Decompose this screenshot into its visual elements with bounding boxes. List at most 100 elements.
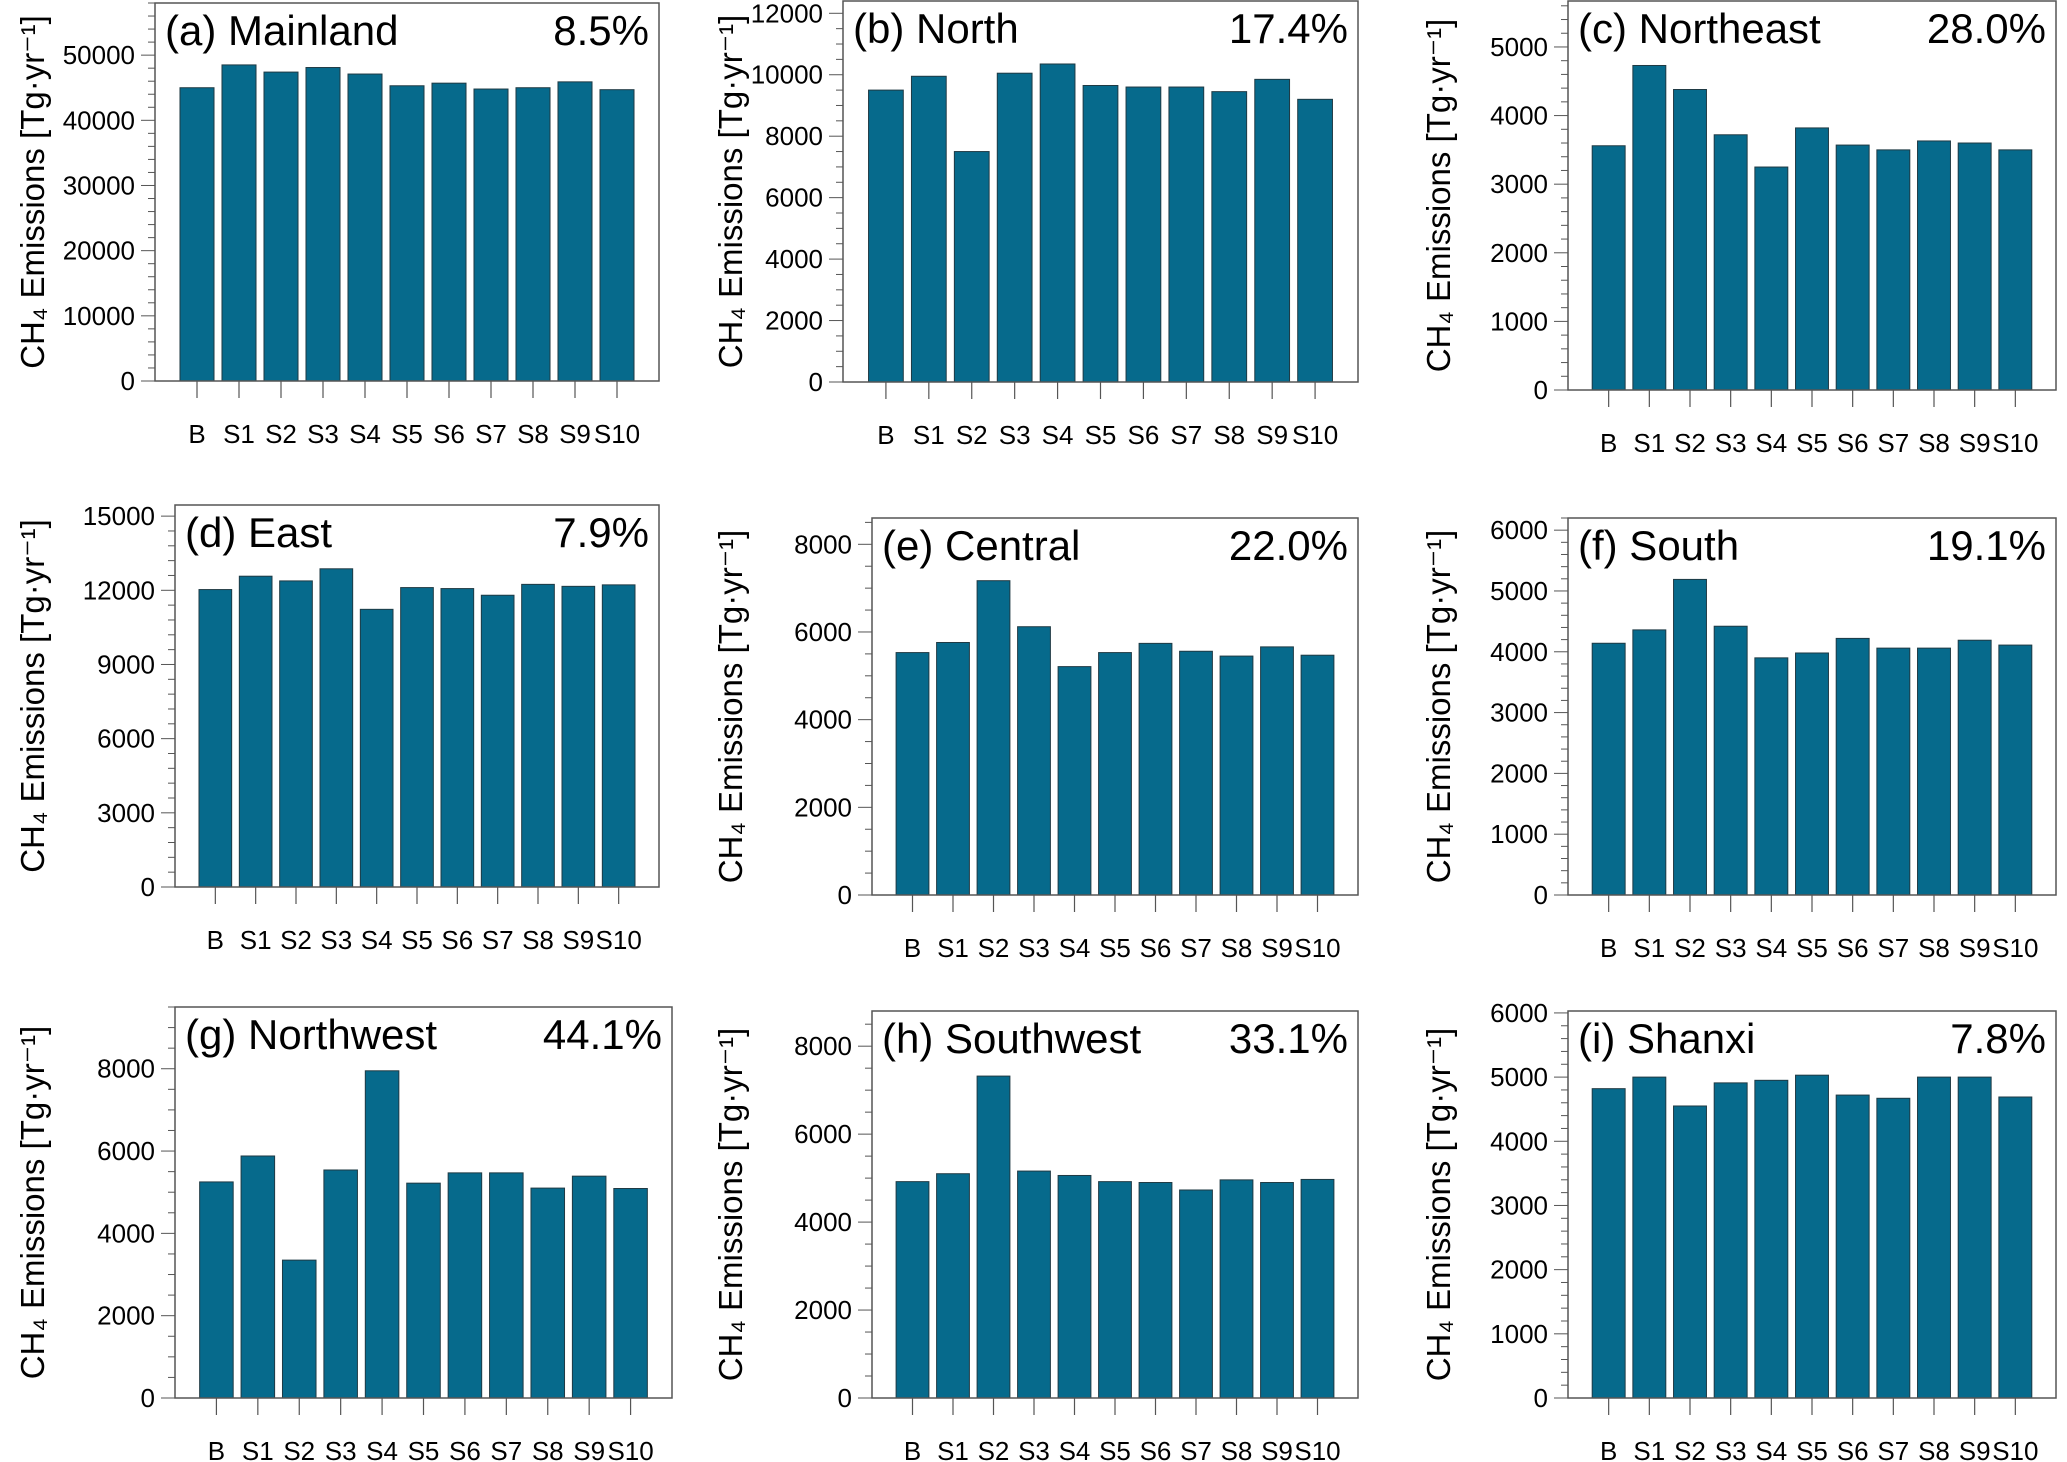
bar-S10 <box>599 89 635 382</box>
bar-B <box>1591 145 1626 391</box>
y-tick-label: 8000 <box>765 121 823 151</box>
plot-frame <box>174 1006 673 1399</box>
bar-S1 <box>1632 629 1667 896</box>
y-axis-label: CH₄ Emissions [Tg·yr⁻¹] <box>712 1028 749 1382</box>
x-tick-label: S7 <box>1877 933 1909 963</box>
y-tick-label: 5000 <box>1490 1062 1548 1092</box>
y-tick-label: 4000 <box>1490 101 1548 131</box>
bar-B <box>198 589 233 888</box>
panel-title: (h) Southwest <box>882 1015 1141 1062</box>
x-tick-label: S4 <box>361 925 393 955</box>
panel-percentage: 8.5% <box>553 7 649 54</box>
y-tick-label: 5000 <box>1490 32 1548 62</box>
y-tick-label: 2000 <box>1490 758 1548 788</box>
bar-S8 <box>1917 647 1951 896</box>
y-tick-label: 30000 <box>63 170 135 200</box>
x-tick-label: S2 <box>265 419 297 449</box>
panel-percentage: 44.1% <box>543 1011 662 1058</box>
x-tick-label: S3 <box>1018 933 1050 963</box>
y-tick-label: 2000 <box>794 1295 852 1325</box>
x-tick-label: S4 <box>1755 1436 1787 1462</box>
panel-title: (a) Mainland <box>165 7 398 54</box>
bar-S9 <box>1260 1182 1294 1399</box>
bar-S3 <box>305 67 341 382</box>
x-tick-label: S5 <box>1796 428 1828 458</box>
panel-percentage: 33.1% <box>1229 1015 1348 1062</box>
bar-S3 <box>319 568 354 888</box>
bar-S8 <box>1219 1179 1254 1399</box>
y-tick-label: 50000 <box>63 40 135 70</box>
x-tick-label: S5 <box>1099 933 1131 963</box>
y-tick-label: 2000 <box>765 306 823 336</box>
x-tick-label: B <box>904 933 921 963</box>
x-tick-label: S5 <box>401 925 433 955</box>
y-tick-label: 10000 <box>63 301 135 331</box>
y-tick-label: 0 <box>1534 375 1548 405</box>
plot-frame <box>1567 1010 2057 1399</box>
x-tick-label: S8 <box>1918 933 1950 963</box>
plot-frame <box>154 2 660 382</box>
x-tick-label: S1 <box>913 420 945 450</box>
bar-S6 <box>1138 1182 1173 1399</box>
bar-S10 <box>1998 644 2033 896</box>
bar-S8 <box>530 1187 566 1399</box>
x-tick-label: S7 <box>1180 1436 1212 1462</box>
y-tick-label: 4000 <box>794 1207 852 1237</box>
y-tick-label: 0 <box>141 1383 155 1413</box>
bar-S7 <box>480 594 515 888</box>
bar-S6 <box>1835 144 1870 391</box>
bar-S7 <box>1876 647 1911 896</box>
y-tick-label: 10000 <box>751 60 823 90</box>
panel-percentage: 19.1% <box>1927 522 2046 569</box>
panel-h: B S1 S2 S3 S4 S5 S6 S7 S8 S9 S10 0 2000 4000 6000 8000 C… <box>712 1010 1359 1462</box>
panel-percentage: 7.9% <box>553 509 649 556</box>
x-tick-label: B <box>188 419 205 449</box>
x-tick-label: S2 <box>1674 428 1706 458</box>
panel-percentage: 7.8% <box>1950 1015 2046 1062</box>
panel-percentage: 28.0% <box>1927 5 2046 52</box>
bar-S10 <box>1300 654 1335 896</box>
y-tick-label: 5000 <box>1490 576 1548 606</box>
y-tick-label: 4000 <box>1490 637 1548 667</box>
y-axis-label: CH₄ Emissions [Tg·yr⁻¹] <box>712 15 749 369</box>
bar-S8 <box>1917 1076 1951 1399</box>
bar-B <box>895 1181 930 1399</box>
x-tick-label: S7 <box>475 419 507 449</box>
bar-S6 <box>1125 86 1162 383</box>
bar-S5 <box>1795 127 1829 391</box>
x-tick-label: S7 <box>1877 1436 1909 1462</box>
plot-frame <box>842 0 1359 383</box>
y-tick-label: 15000 <box>83 501 155 531</box>
bar-S7 <box>1876 149 1911 391</box>
x-tick-label: S8 <box>532 1436 564 1462</box>
y-tick-label: 2000 <box>1490 238 1548 268</box>
y-tick-label: 3000 <box>1490 169 1548 199</box>
x-tick-label: S8 <box>1918 428 1950 458</box>
plot-frame <box>871 1010 1359 1399</box>
y-tick-label: 8000 <box>97 1054 155 1084</box>
x-tick-label: S2 <box>1674 933 1706 963</box>
y-tick-label: 4000 <box>794 705 852 735</box>
panel-a: B S1 S2 S3 S4 S5 S6 S7 S8 S9 S10 0 10000 20000 30000 40… <box>14 2 660 449</box>
y-tick-label: 0 <box>838 880 852 910</box>
bar-S4 <box>347 73 383 382</box>
bar-S6 <box>447 1172 483 1399</box>
bar-S4 <box>1039 63 1076 383</box>
bar-B <box>868 89 904 383</box>
x-tick-label: S1 <box>1633 1436 1665 1462</box>
x-tick-label: S10 <box>607 1436 653 1462</box>
x-tick-label: S6 <box>1140 1436 1172 1462</box>
x-tick-label: S2 <box>956 420 988 450</box>
x-tick-label: S2 <box>280 925 312 955</box>
x-tick-label: S4 <box>1059 1436 1091 1462</box>
x-tick-label: S5 <box>1085 420 1117 450</box>
x-tick-label: S1 <box>242 1436 274 1462</box>
y-axis-label: CH₄ Emissions [Tg·yr⁻¹] <box>712 530 749 884</box>
x-tick-label: S9 <box>1959 1436 1991 1462</box>
x-tick-label: S4 <box>1042 420 1074 450</box>
x-tick-label: S3 <box>1715 933 1747 963</box>
bar-S5 <box>389 85 425 382</box>
x-tick-label: S6 <box>1837 933 1869 963</box>
x-tick-label: B <box>1600 428 1617 458</box>
